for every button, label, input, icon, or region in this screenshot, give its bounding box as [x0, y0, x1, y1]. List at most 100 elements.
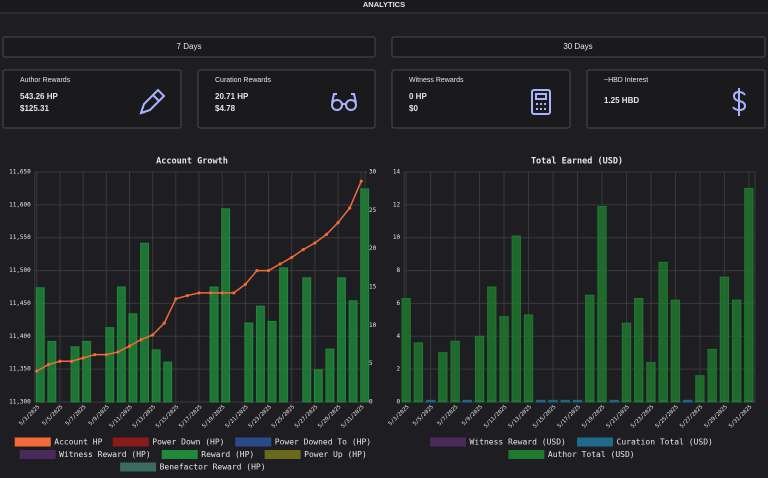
bar [302, 277, 312, 403]
bar [621, 322, 632, 403]
bar [634, 298, 644, 403]
bar [267, 321, 277, 403]
point [255, 268, 259, 273]
y-tick-label: 2 [396, 366, 400, 373]
bar [209, 286, 219, 403]
bar [560, 399, 570, 403]
legend-label: Power Downed To (HP) [275, 438, 371, 447]
bar [523, 314, 534, 403]
button-label[interactable]: 7 Days [177, 42, 202, 51]
glasses-icon [331, 93, 357, 111]
pencil-icon [139, 88, 166, 115]
point [151, 333, 155, 337]
legend-swatch [430, 437, 466, 447]
chart-title: Total Earned (USD) [531, 157, 623, 167]
point [174, 297, 178, 301]
bar [105, 327, 115, 403]
x-tick-label: 5/27/2025 [679, 404, 704, 429]
x-tick-label: 5/17/2025 [178, 404, 203, 429]
card-value: 543.26 HP [20, 92, 58, 101]
button-box[interactable] [391, 36, 766, 58]
range-button[interactable]: 30 Days [391, 36, 766, 58]
point [93, 353, 97, 357]
button-box[interactable] [2, 36, 376, 58]
x-tick-label: 5/25/2025 [271, 404, 296, 429]
y-tick-label: 12 [393, 201, 401, 208]
bar [695, 375, 705, 403]
button-label[interactable]: 30 Days [563, 42, 592, 51]
point [301, 247, 305, 252]
legend-label: Power Up (HP) [304, 450, 367, 459]
bar [438, 352, 448, 403]
point [220, 291, 224, 295]
legend-swatch [235, 437, 272, 447]
x-tick-label: 5/5/2025 [41, 404, 64, 427]
y2-tick-label: 0 [369, 399, 373, 406]
legend-label: Author Total (USD) [548, 450, 635, 459]
header-bar [0, 0, 768, 13]
bar [646, 362, 656, 403]
bar [731, 299, 742, 403]
point [81, 356, 85, 360]
y2-tick-label: 15 [369, 284, 377, 291]
y-tick-label: 0 [396, 399, 400, 406]
legend-label: Account HP [54, 438, 102, 447]
calculator-icon [531, 89, 551, 115]
bar [140, 242, 149, 403]
legend-swatch [120, 462, 157, 472]
point [58, 359, 62, 363]
point [46, 362, 50, 367]
stat-card: Witness Rewards 0 HP $0 [391, 69, 571, 129]
x-tick-label: 5/11/2025 [109, 404, 134, 429]
x-tick-label: 5/23/2025 [630, 404, 655, 429]
legend-label: Witness Reward (USD) [470, 438, 566, 447]
legend-label: Curation Total (USD) [617, 438, 713, 447]
point [243, 282, 247, 286]
x-tick-label: 5/21/2025 [224, 404, 249, 429]
y-tick-label: 11,500 [9, 267, 31, 274]
legend-label: Power Down (HP) [152, 438, 224, 447]
bar [348, 300, 358, 403]
y-tick-label: 11,600 [9, 201, 31, 208]
x-tick-label: 5/15/2025 [155, 404, 180, 429]
bar [462, 399, 472, 403]
x-tick-label: 5/27/2025 [294, 404, 319, 429]
bar [658, 261, 668, 403]
range-button[interactable]: 7 Days [2, 36, 376, 58]
x-tick-label: 5/7/2025 [437, 404, 460, 427]
bar [313, 369, 323, 403]
x-tick-label: 5/17/2025 [557, 404, 582, 429]
legend-label: Witness Reward (HP) [59, 450, 151, 459]
point [69, 359, 74, 363]
legend-swatch [19, 450, 56, 459]
card-value: 1.25 HBD [604, 96, 639, 105]
bar [221, 208, 231, 403]
x-tick-label: 5/19/2025 [581, 404, 606, 429]
legend-label: Benefactor Reward (HP) [160, 463, 266, 472]
y2-tick-label: 5 [369, 360, 373, 367]
x-tick-label: 5/5/2025 [412, 404, 435, 427]
chart-title: Account Growth [156, 157, 228, 167]
bar [487, 286, 497, 403]
point [116, 350, 120, 354]
dollar-icon [732, 88, 747, 116]
point [348, 206, 352, 210]
stat-card: Curation Rewards 20.71 HP $4.78 [197, 69, 376, 129]
bar [548, 399, 558, 403]
bar [360, 188, 370, 403]
bar [719, 276, 730, 403]
y-tick-label: 6 [396, 300, 400, 307]
point [162, 321, 166, 325]
card-box [586, 69, 766, 129]
bar [425, 399, 436, 403]
point [197, 291, 201, 295]
point [266, 268, 271, 273]
x-tick-label: 5/29/2025 [317, 404, 342, 429]
bar [597, 206, 607, 403]
legend-swatch [112, 437, 149, 447]
bar [47, 340, 57, 403]
y-tick-label: 11,650 [9, 169, 31, 176]
x-tick-label: 5/13/2025 [508, 404, 533, 429]
bar [82, 340, 92, 403]
